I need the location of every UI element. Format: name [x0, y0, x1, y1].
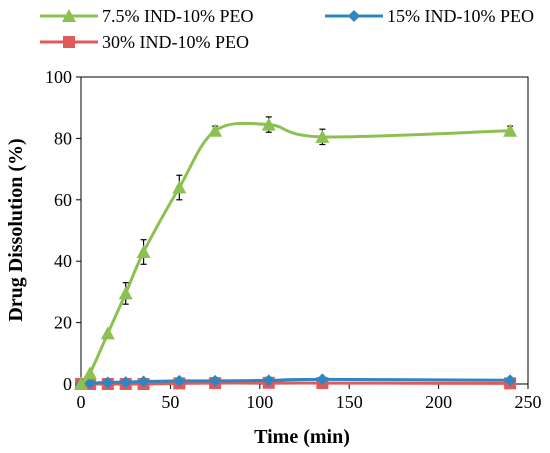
data-point: [172, 180, 187, 194]
legend-marker-15-ind: [348, 10, 360, 22]
data-point: [208, 123, 223, 137]
data-point: [101, 376, 114, 389]
y-tick-label: 40: [54, 251, 72, 271]
data-point: [137, 375, 150, 388]
legend-entry-30-ind: 30% IND-10% PEO: [40, 32, 249, 52]
x-tick-label: 200: [425, 392, 452, 412]
data-point: [74, 377, 88, 390]
data-point: [262, 374, 275, 387]
y-tick-label: 100: [45, 67, 72, 87]
y-tick-label: 20: [54, 313, 72, 333]
y-tick-label: 60: [54, 190, 72, 210]
series-layer: [74, 116, 518, 390]
legend-entry-15-ind: 15% IND-10% PEO: [325, 6, 534, 26]
legend-label-15-ind: 15% IND-10% PEO: [387, 6, 534, 26]
y-tick-label: 0: [63, 374, 72, 394]
series-1: [75, 373, 517, 390]
legend-marker-7-5-ind: [62, 9, 76, 22]
plot-frame: [80, 76, 529, 385]
legend-marker-30-ind: [63, 36, 75, 48]
data-point: [82, 366, 97, 380]
y-tick-label: 80: [54, 128, 72, 148]
data-point: [316, 373, 329, 386]
data-point: [100, 326, 115, 340]
legend-label-7-5-ind: 7.5% IND-10% PEO: [102, 6, 253, 26]
y-axis-title: Drug Dissolution (%): [5, 138, 27, 321]
data-point: [209, 374, 222, 387]
data-point: [173, 374, 186, 387]
x-tick-label: 150: [336, 392, 363, 412]
x-tick-label: 0: [77, 392, 86, 412]
data-point: [118, 286, 133, 300]
x-tick-label: 250: [515, 392, 542, 412]
x-tick-label: 50: [161, 392, 179, 412]
x-tick-label: 100: [246, 392, 273, 412]
legend-entry-7-5-ind: 7.5% IND-10% PEO: [40, 6, 253, 26]
data-point: [504, 374, 517, 387]
data-point: [503, 123, 518, 137]
legend: 7.5% IND-10% PEO 15% IND-10% PEO 30% IND…: [40, 6, 534, 52]
axes: 0 50 100 150 200 250 0 20 40 60 80 100: [45, 67, 542, 412]
data-point: [261, 117, 276, 131]
x-axis-title: Time (min): [254, 426, 350, 448]
data-point: [136, 244, 151, 258]
data-point: [315, 129, 330, 143]
series-0: [74, 116, 518, 390]
data-point: [119, 376, 132, 389]
legend-label-30-ind: 30% IND-10% PEO: [102, 32, 249, 52]
